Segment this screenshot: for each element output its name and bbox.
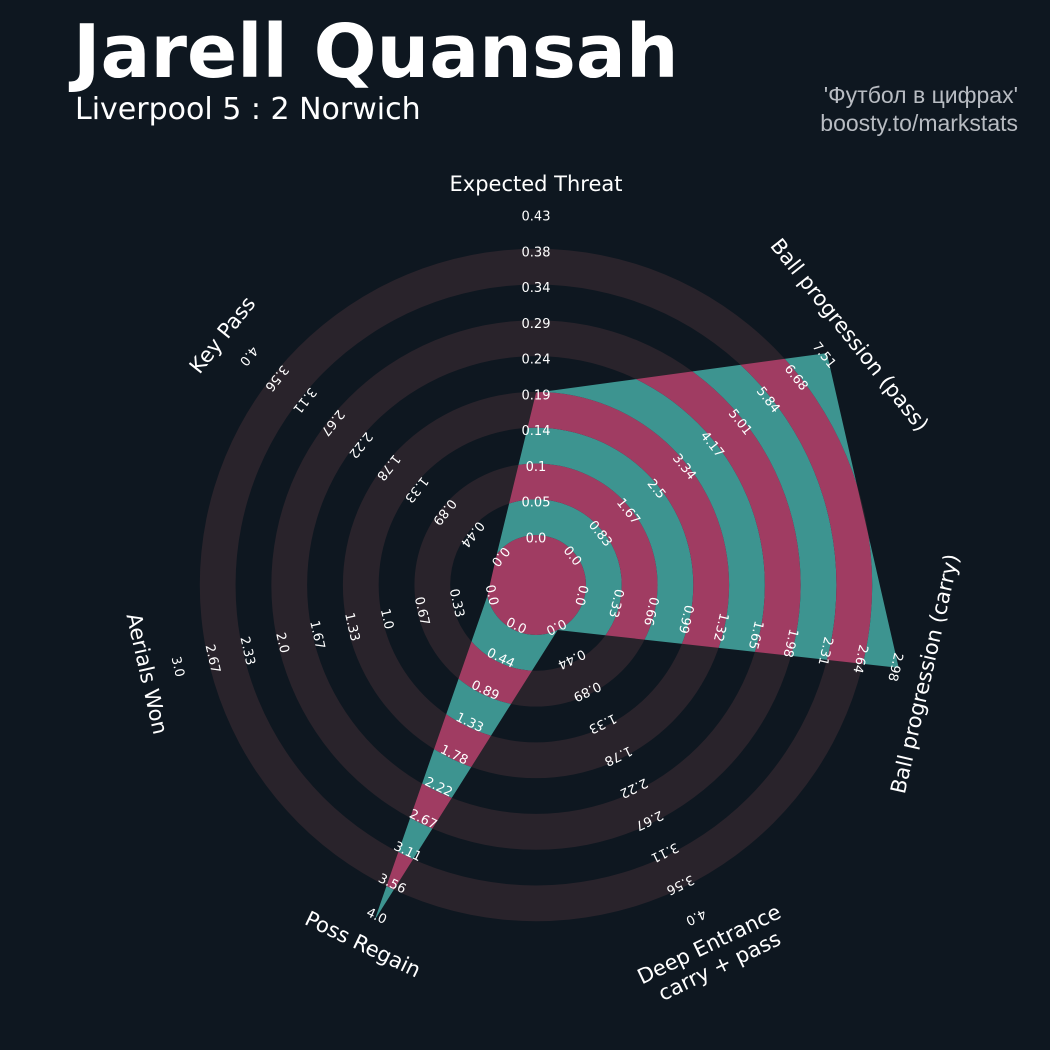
tick-label: 1.67 [306, 619, 327, 651]
tick-label: 0.24 [522, 353, 551, 368]
chart-title: Jarell Quansah [73, 9, 679, 95]
tick-label: 1.98 [780, 627, 801, 659]
tick-label: 0.67 [411, 595, 432, 627]
tick-label: 1.32 [710, 611, 731, 643]
tick-label: 0.14 [522, 424, 551, 439]
tick-label: 0.38 [522, 245, 551, 260]
param-label: Aerials Won [122, 611, 173, 737]
chart-subtitle: Liverpool 5 : 2 Norwich [75, 92, 421, 127]
tick-label: 3.0 [168, 655, 187, 679]
tick-label: 1.33 [341, 611, 362, 643]
tick-label: 1.0 [377, 607, 396, 631]
tick-label: 2.98 [884, 651, 905, 683]
tick-label: 0.0 [526, 532, 547, 547]
tick-label: 4.0 [683, 905, 708, 927]
tick-label: 0.1 [526, 460, 547, 475]
tick-label: 4.0 [364, 905, 389, 927]
tick-label: 2.31 [814, 635, 835, 667]
tick-label: 2.33 [236, 635, 257, 667]
tick-label: 0.33 [446, 587, 467, 619]
tick-label: 0.34 [522, 281, 551, 296]
tick-label: 2.67 [202, 643, 223, 675]
tick-label: 0.66 [640, 595, 661, 627]
tick-label: 0.19 [522, 388, 551, 403]
credit-line-1: 'Футбол в цифрах' [823, 82, 1018, 108]
tick-label: 0.99 [675, 603, 696, 635]
tick-label: 0.33 [605, 587, 626, 619]
tick-label: 0.29 [522, 317, 551, 332]
param-label: Poss Regain [301, 907, 424, 983]
tick-label: 0.43 [522, 210, 551, 225]
tick-label: 2.0 [272, 631, 291, 655]
credit-line-2: boosty.to/markstats [820, 110, 1018, 136]
tick-labels: 0.0 0.05 0.1 0.14 0.19 0.24 0.29 0.34 0.38 0.43 0.… [168, 210, 906, 928]
tick-label: 0.0 [482, 583, 501, 607]
tick-label: 0.05 [522, 496, 551, 511]
tick-label: 4.0 [236, 343, 261, 369]
tick-label: 2.64 [849, 643, 870, 675]
tick-label: 1.65 [745, 619, 766, 651]
tick-label: 0.0 [571, 583, 590, 607]
param-label: Expected Threat [450, 172, 623, 196]
radar-polygon-band [486, 535, 586, 635]
